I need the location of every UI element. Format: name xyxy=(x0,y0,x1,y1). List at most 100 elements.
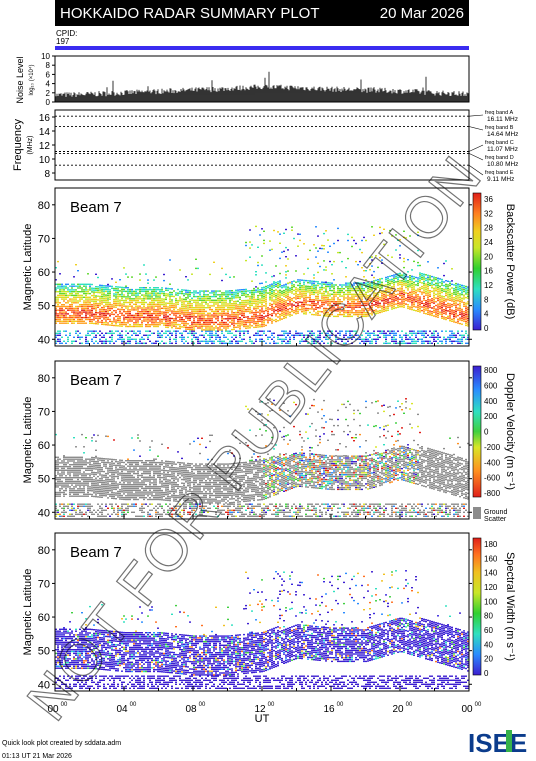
beam-label: Beam 7 xyxy=(70,372,122,389)
freq-band-name: freq band B xyxy=(485,125,514,131)
freq-band-value: 16.11 MHz xyxy=(487,116,518,123)
beam-scatter-velocity xyxy=(55,398,469,517)
noise-ylabel: Noise Level xyxy=(15,56,25,103)
colorbar-tick-label: 16 xyxy=(484,267,493,276)
lat-tick-label: 50 xyxy=(38,301,50,313)
colorbar-tick-label: 32 xyxy=(484,209,493,218)
freq-band-value: 14.64 MHz xyxy=(487,131,518,138)
lat-tick-label: 40 xyxy=(38,507,50,519)
x-tick-label: 12 xyxy=(254,704,266,715)
freq-band-name: freq band C xyxy=(485,140,514,146)
isee-logo: ISEE xyxy=(468,728,527,758)
colorbar-tick-label: 120 xyxy=(484,583,498,592)
freq-band-value: 10.80 MHz xyxy=(487,161,518,168)
colorbar-tick-label: 12 xyxy=(484,281,493,290)
colorbar-tick-label: 160 xyxy=(484,554,498,563)
colorbar-tick-label: 80 xyxy=(484,612,493,621)
freq-tick-label: 12 xyxy=(39,141,51,152)
x-tick-superscript: 00 xyxy=(268,702,275,708)
freq-tick-label: 10 xyxy=(39,155,51,166)
beam-label: Beam 7 xyxy=(70,199,122,216)
x-axis-ticks: 00 00 04 00 08 00 12 00 16 00 20 00 00 00 xyxy=(47,702,482,715)
x-tick-superscript: 00 xyxy=(130,702,137,708)
colorbar-tick-label: 8 xyxy=(484,295,489,304)
freq-band-leader xyxy=(468,144,484,152)
colorbar-tick-label: -800 xyxy=(484,489,501,498)
colorbar-tick-label: 24 xyxy=(484,238,493,247)
freq-tick-label: 8 xyxy=(44,169,50,180)
x-tick-label: 04 xyxy=(116,704,128,715)
colorbar-tick-label: 180 xyxy=(484,540,498,549)
lat-tick-label: 80 xyxy=(38,200,50,212)
beam-ylabel: Magnetic Latitude xyxy=(22,224,34,311)
colorbar-tick-label: 140 xyxy=(484,569,498,578)
frequency-panel: 8 10 12 14 16 Frequency (MHz) freq band A16.… xyxy=(12,109,518,183)
header-date: 20 Mar 2026 xyxy=(380,5,464,22)
ground-scatter-label: Ground xyxy=(484,509,507,516)
cpid-label: CPID: xyxy=(56,29,77,38)
x-tick-label: 16 xyxy=(323,704,335,715)
noise-trace xyxy=(54,71,470,102)
colorbar-tick-label: 800 xyxy=(484,366,498,375)
lat-tick-label: 80 xyxy=(38,373,50,385)
colorbar-tick-label: 0 xyxy=(484,324,489,333)
freq-band-name: freq band D xyxy=(485,155,514,161)
x-axis-label: UT xyxy=(255,713,270,725)
colorbar-label: Spectral Width (m s⁻¹) xyxy=(504,552,516,661)
freq-band-name: freq band E xyxy=(485,170,514,176)
beam-panel-width: 40 50 60 70 80 Magnetic Latitude Beam 7 0 20 40 60… xyxy=(22,532,516,692)
colorbar-power xyxy=(472,192,482,331)
footer-line1: Quick look plot created by sddata.adm xyxy=(2,740,121,747)
lat-tick-label: 70 xyxy=(38,406,50,418)
noise-ylabel-sub: log₁₀ (×10⁴) xyxy=(28,65,35,96)
lat-tick-label: 80 xyxy=(38,545,50,557)
lat-tick-label: 70 xyxy=(38,233,50,245)
beam-scatter-power xyxy=(55,225,469,344)
x-tick-label: 00 xyxy=(461,704,473,715)
freq-band-name: freq band A xyxy=(485,110,513,116)
beam-ylabel: Magnetic Latitude xyxy=(22,569,34,656)
beam-panels: 40 50 60 70 80 Magnetic Latitude Beam 7 0 4 8 12 16… xyxy=(22,187,516,692)
noise-tick-label: 2 xyxy=(46,89,51,98)
x-tick-label: 08 xyxy=(185,704,197,715)
noise-tick-label: 0 xyxy=(46,98,51,107)
colorbar-tick-label: 28 xyxy=(484,224,493,233)
colorbar-tick-label: -400 xyxy=(484,458,501,467)
cpid-bar xyxy=(55,46,469,50)
x-tick-superscript: 00 xyxy=(199,702,206,708)
freq-tick-label: 14 xyxy=(39,127,51,138)
freq-ylabel: Frequency xyxy=(12,119,24,171)
freq-frame xyxy=(54,109,470,181)
lat-tick-label: 50 xyxy=(38,474,50,486)
colorbar-tick-label: 60 xyxy=(484,626,493,635)
ground-scatter-swatch xyxy=(473,507,481,519)
lat-tick-label: 40 xyxy=(38,679,50,691)
noise-tick-label: 4 xyxy=(46,80,51,89)
colorbar-tick-label: 20 xyxy=(484,252,493,261)
colorbar-tick-label: 600 xyxy=(484,381,498,390)
colorbar-tick-label: 40 xyxy=(484,640,493,649)
x-tick-label: 00 xyxy=(47,704,59,715)
colorbar-velocity xyxy=(472,365,482,498)
beam-scatter-width xyxy=(55,570,469,689)
x-tick-superscript: 00 xyxy=(406,702,413,708)
colorbar-tick-label: 20 xyxy=(484,655,493,664)
isee-logo-accent xyxy=(506,730,512,752)
freq-band-value: 11.07 MHz xyxy=(487,146,518,153)
lat-tick-label: 70 xyxy=(38,578,50,590)
isee-logo-text: ISEE xyxy=(468,728,527,758)
x-tick-superscript: 00 xyxy=(61,702,68,708)
noise-tick-label: 6 xyxy=(46,70,51,79)
freq-band-leader xyxy=(468,164,484,176)
freq-tick-label: 16 xyxy=(39,113,51,124)
colorbar-tick-label: 36 xyxy=(484,195,493,204)
ground-scatter-label: Scatter xyxy=(484,516,507,523)
noise-series xyxy=(54,71,470,102)
colorbar-label: Doppler Velocity (m s⁻¹) xyxy=(504,373,516,490)
header-title: HOKKAIDO RADAR SUMMARY PLOT xyxy=(60,5,320,22)
colorbar-tick-label: 0 xyxy=(484,669,489,678)
noise-tick-label: 10 xyxy=(41,52,50,61)
cpid-value: 197 xyxy=(56,37,70,46)
beam-panel-velocity: 40 50 60 70 80 Magnetic Latitude Beam 7 800 600 4… xyxy=(22,360,516,523)
